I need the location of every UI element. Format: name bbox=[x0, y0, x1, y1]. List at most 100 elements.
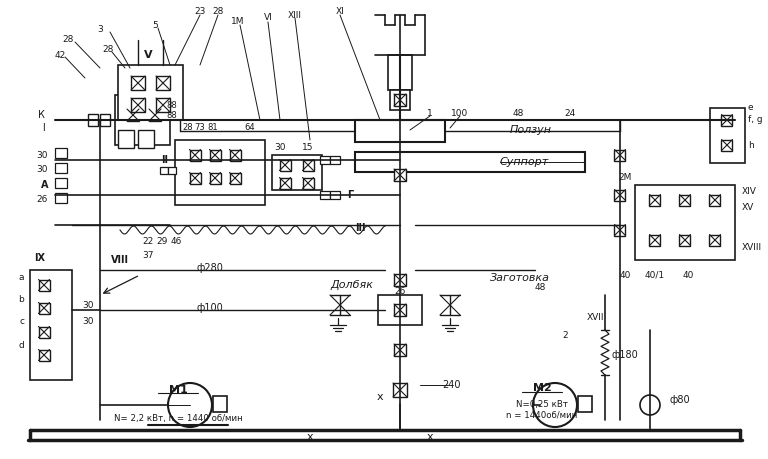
Text: 40/1: 40/1 bbox=[645, 270, 665, 280]
Text: n = 1440об/мин: n = 1440об/мин bbox=[506, 410, 578, 420]
Bar bbox=[118, 130, 134, 148]
Bar bbox=[190, 173, 200, 184]
Text: XI: XI bbox=[336, 7, 344, 17]
Text: XV: XV bbox=[742, 203, 754, 213]
Text: 30: 30 bbox=[37, 166, 48, 174]
Bar bbox=[38, 349, 49, 360]
Bar bbox=[355, 120, 445, 142]
Text: 30: 30 bbox=[37, 151, 48, 159]
Text: К: К bbox=[38, 110, 45, 120]
Text: Ползун: Ползун bbox=[510, 125, 552, 135]
Bar bbox=[650, 195, 660, 206]
Bar bbox=[210, 150, 220, 161]
Bar bbox=[156, 76, 170, 90]
Bar bbox=[160, 167, 168, 174]
Circle shape bbox=[640, 395, 660, 415]
Bar bbox=[115, 95, 170, 145]
Bar bbox=[30, 270, 72, 380]
Bar bbox=[635, 185, 735, 260]
Text: 100: 100 bbox=[452, 108, 468, 118]
Text: 30: 30 bbox=[82, 318, 94, 326]
Bar bbox=[303, 178, 313, 189]
Text: XVIII: XVIII bbox=[742, 244, 762, 252]
Text: 81: 81 bbox=[207, 123, 218, 133]
Text: х: х bbox=[306, 432, 313, 442]
Text: 40: 40 bbox=[619, 270, 631, 280]
Text: N=0,25 кВт: N=0,25 кВт bbox=[516, 401, 568, 409]
Text: e: e bbox=[748, 103, 753, 112]
Circle shape bbox=[168, 383, 212, 427]
Bar bbox=[680, 195, 690, 206]
Bar bbox=[394, 344, 406, 356]
Text: 22: 22 bbox=[142, 237, 154, 246]
Text: VI: VI bbox=[263, 13, 273, 22]
Text: 42: 42 bbox=[55, 50, 65, 60]
Bar bbox=[230, 173, 240, 184]
Bar bbox=[38, 326, 49, 337]
Text: 28: 28 bbox=[102, 45, 114, 55]
Bar bbox=[330, 191, 340, 199]
Text: II: II bbox=[161, 155, 168, 165]
Text: х: х bbox=[427, 432, 433, 442]
Bar bbox=[127, 109, 139, 121]
Text: 2М: 2М bbox=[618, 174, 632, 183]
Bar bbox=[230, 150, 240, 161]
Bar bbox=[710, 235, 720, 246]
Text: 29: 29 bbox=[157, 237, 167, 246]
Bar bbox=[390, 90, 410, 110]
Text: l: l bbox=[42, 123, 45, 133]
Text: М2: М2 bbox=[533, 383, 551, 393]
Bar bbox=[393, 383, 407, 397]
Text: 28: 28 bbox=[212, 7, 223, 17]
Text: 26: 26 bbox=[394, 287, 406, 297]
Text: N= 2,2 кВт, n = 1440 об/мин: N= 2,2 кВт, n = 1440 об/мин bbox=[114, 414, 243, 422]
Bar bbox=[614, 190, 625, 201]
Text: 40: 40 bbox=[682, 270, 694, 280]
Text: 28: 28 bbox=[62, 35, 74, 45]
Bar bbox=[721, 140, 733, 151]
Text: ф80: ф80 bbox=[670, 395, 690, 405]
Text: 30: 30 bbox=[82, 301, 94, 309]
Text: Долбяк: Долбяк bbox=[330, 280, 373, 290]
Text: 15: 15 bbox=[303, 142, 314, 151]
Bar bbox=[213, 396, 227, 412]
Text: М1: М1 bbox=[169, 385, 187, 395]
Text: XVII: XVII bbox=[586, 313, 604, 323]
Bar bbox=[303, 159, 313, 170]
Text: 37: 37 bbox=[142, 251, 154, 259]
Bar bbox=[55, 178, 67, 188]
Bar bbox=[378, 295, 422, 325]
Text: 64: 64 bbox=[245, 123, 255, 133]
Bar bbox=[320, 156, 330, 164]
Bar bbox=[100, 114, 110, 126]
Bar bbox=[710, 195, 720, 206]
Text: f, g: f, g bbox=[748, 116, 763, 124]
Text: Г: Г bbox=[347, 190, 353, 200]
Bar bbox=[578, 396, 592, 412]
Bar bbox=[131, 98, 145, 112]
Text: 23: 23 bbox=[194, 7, 206, 17]
Text: XIV: XIV bbox=[742, 187, 757, 196]
Text: 48: 48 bbox=[535, 284, 546, 292]
Text: III: III bbox=[355, 223, 366, 233]
Text: h: h bbox=[748, 140, 753, 150]
Bar bbox=[118, 65, 183, 120]
Bar bbox=[394, 169, 406, 181]
Text: b: b bbox=[18, 296, 24, 304]
Bar bbox=[156, 98, 170, 112]
Text: 48: 48 bbox=[512, 108, 524, 118]
Bar bbox=[710, 108, 745, 163]
Bar bbox=[55, 193, 67, 203]
Text: d: d bbox=[18, 341, 24, 349]
Bar bbox=[175, 140, 265, 205]
Bar bbox=[138, 130, 154, 148]
Text: VIII: VIII bbox=[111, 255, 129, 265]
Text: ф100: ф100 bbox=[197, 303, 223, 313]
Text: c: c bbox=[19, 318, 24, 326]
Text: XIII: XIII bbox=[288, 11, 302, 19]
Bar bbox=[614, 224, 625, 235]
Bar bbox=[55, 163, 67, 173]
Bar bbox=[280, 159, 290, 170]
Text: 3: 3 bbox=[97, 26, 103, 34]
Text: 24: 24 bbox=[564, 108, 576, 118]
